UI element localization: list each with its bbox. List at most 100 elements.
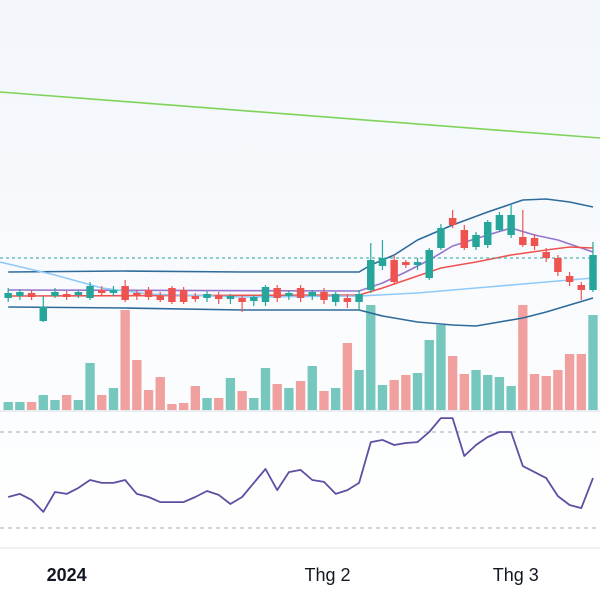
- volume-bar: [225, 378, 236, 410]
- candle-body: [425, 250, 433, 278]
- volume-bar: [143, 390, 154, 410]
- volume-bar: [132, 360, 142, 410]
- candle-body: [402, 262, 410, 265]
- volume-bar: [167, 404, 177, 410]
- volume-bar: [237, 391, 247, 410]
- x-tick-label: Thg 2: [304, 565, 350, 585]
- x-tick-label: 2024: [47, 565, 87, 585]
- overlay-line: [8, 198, 594, 273]
- volume-bar: [483, 375, 493, 410]
- candle-body: [74, 292, 83, 295]
- volume-bar: [190, 386, 200, 410]
- candle-body: [109, 290, 118, 293]
- candle-body: [542, 252, 550, 258]
- volume-bar: [295, 381, 306, 410]
- candle-body: [308, 292, 317, 296]
- volume-bar: [588, 315, 598, 410]
- candle-body: [577, 285, 586, 290]
- candle-body: [285, 293, 293, 296]
- candle-body: [191, 296, 200, 299]
- candle-body: [98, 290, 106, 293]
- volume-bar: [330, 388, 341, 410]
- candle-body: [530, 238, 539, 246]
- candle-body: [156, 296, 164, 300]
- rsi-line: [7, 417, 594, 513]
- volume-bar: [377, 385, 388, 410]
- volume-bar: [214, 398, 224, 410]
- volume-bar: [447, 356, 458, 410]
- volume-bar: [260, 368, 271, 410]
- candle-body: [448, 218, 457, 225]
- volume-bar: [401, 375, 411, 410]
- volume-bar: [553, 370, 563, 410]
- volume-bar: [424, 340, 434, 410]
- candle-body: [226, 296, 235, 299]
- volume-bar: [97, 395, 107, 410]
- volume-bar: [354, 370, 364, 410]
- candle-body: [437, 228, 445, 248]
- candle-body: [495, 215, 504, 230]
- candle-body: [331, 294, 340, 302]
- volume-bar: [307, 366, 317, 410]
- volume-bar: [471, 370, 481, 410]
- candle-body: [273, 288, 281, 298]
- candle-body: [355, 294, 363, 302]
- candle-body: [483, 222, 492, 245]
- candle-body: [238, 298, 246, 302]
- candle-body: [519, 237, 527, 245]
- candle-body: [51, 292, 59, 296]
- candle-body: [565, 276, 574, 282]
- candle-body: [507, 215, 515, 235]
- volume-bar: [576, 354, 586, 410]
- volume-bar: [284, 388, 294, 410]
- volume-bar: [541, 376, 551, 410]
- volume-bar: [319, 391, 329, 410]
- candle-body: [179, 290, 188, 302]
- volume-bar: [564, 354, 575, 410]
- candle-body: [390, 260, 398, 282]
- volume-bar: [120, 310, 130, 410]
- candle-body: [39, 307, 48, 321]
- candle-body: [343, 298, 352, 302]
- overlay-line: [8, 227, 594, 292]
- volume-bar: [202, 398, 212, 410]
- volume-bar: [3, 402, 13, 410]
- volume-bar: [412, 373, 423, 410]
- candle-body: [261, 287, 270, 302]
- volume-bar: [436, 325, 446, 410]
- volume-bar: [494, 377, 505, 410]
- volume-bar: [529, 374, 540, 410]
- candle-body: [472, 235, 480, 247]
- volume-bar: [366, 305, 376, 410]
- volume-bar: [85, 363, 95, 410]
- volume-bar: [459, 374, 470, 410]
- volume-bar: [73, 400, 84, 410]
- candle-body: [460, 230, 469, 248]
- volume-bar: [389, 380, 399, 410]
- candle-body: [4, 293, 12, 298]
- candle-body: [554, 258, 562, 272]
- candle-body: [133, 293, 141, 296]
- candle-body: [16, 292, 24, 296]
- candle-body: [62, 294, 71, 297]
- volume-bar: [249, 398, 259, 410]
- plot-background: [0, 0, 600, 548]
- candle-body: [203, 294, 211, 298]
- volume-bar: [108, 388, 119, 410]
- candle-body: [86, 286, 94, 298]
- candle-body: [413, 262, 422, 265]
- volume-bar: [506, 386, 516, 410]
- volume-bar: [38, 395, 48, 410]
- volume-bar: [518, 305, 528, 410]
- volume-bar: [50, 400, 60, 410]
- candle-body: [121, 286, 129, 300]
- candle-body: [250, 297, 258, 301]
- volume-bar: [342, 343, 353, 410]
- candle-body: [320, 292, 328, 300]
- volume-bar: [272, 384, 282, 410]
- candle-body: [168, 288, 176, 302]
- candle-body: [589, 255, 597, 290]
- overlay-line: [0, 91, 600, 139]
- candle-body: [214, 295, 223, 299]
